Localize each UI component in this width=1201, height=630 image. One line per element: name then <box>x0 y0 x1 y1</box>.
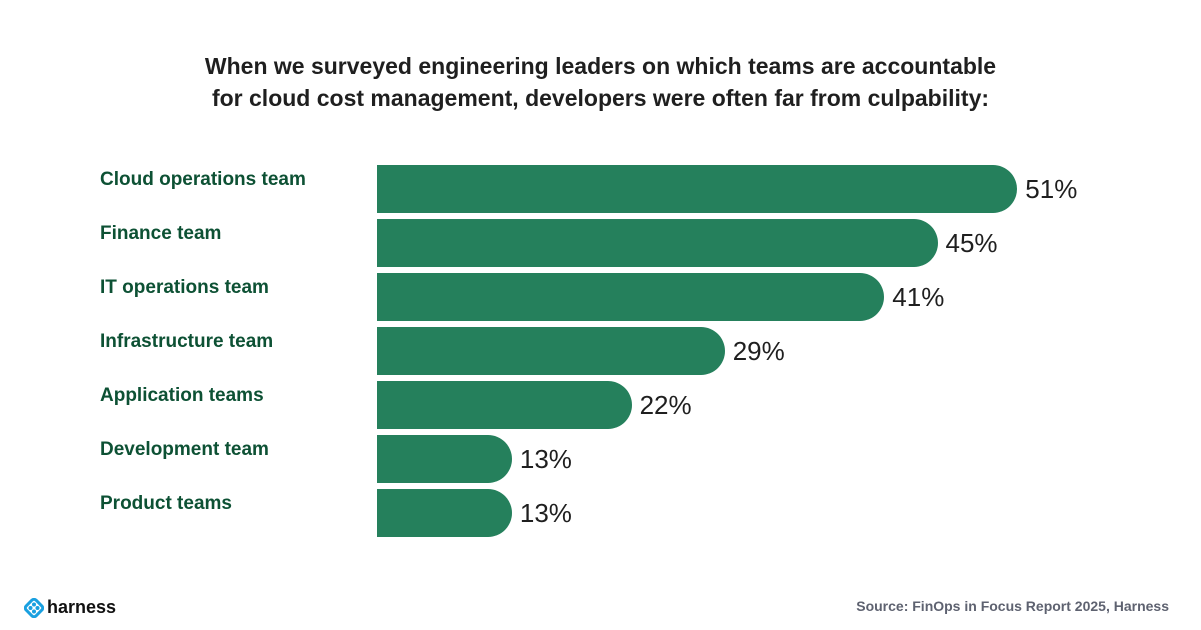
bar <box>377 165 1018 213</box>
bar <box>377 381 632 429</box>
bar <box>377 489 512 537</box>
bar <box>377 273 885 321</box>
source-note: Source: FinOps in Focus Report 2025, Har… <box>856 598 1169 614</box>
category-label: Cloud operations team <box>100 169 306 190</box>
value-label: 13% <box>519 498 572 528</box>
value-label: 41% <box>892 282 945 312</box>
chart-title: When we surveyed engineering leaders on … <box>0 50 1201 114</box>
value-label: 29% <box>732 336 785 366</box>
category-label: Finance team <box>100 223 222 244</box>
bar <box>377 435 512 483</box>
category-label: Application teams <box>100 385 264 406</box>
category-label: Product teams <box>100 493 232 514</box>
value-label: 13% <box>519 444 572 474</box>
chart-title-line-2: for cloud cost management, developers we… <box>211 85 990 111</box>
value-label: 45% <box>945 228 998 258</box>
logo-text: harness <box>47 597 117 617</box>
category-label: Infrastructure team <box>100 331 274 352</box>
harness-logo-icon <box>24 597 44 618</box>
chart-title-line-1: When we surveyed engineering leaders on … <box>204 53 997 79</box>
value-label: 51% <box>1025 174 1078 204</box>
value-label: 22% <box>639 390 692 420</box>
category-label: Development team <box>100 439 269 460</box>
bar <box>377 219 938 267</box>
category-label: IT operations team <box>100 277 269 298</box>
harness-logo: harness <box>24 597 116 618</box>
bar <box>377 327 725 375</box>
